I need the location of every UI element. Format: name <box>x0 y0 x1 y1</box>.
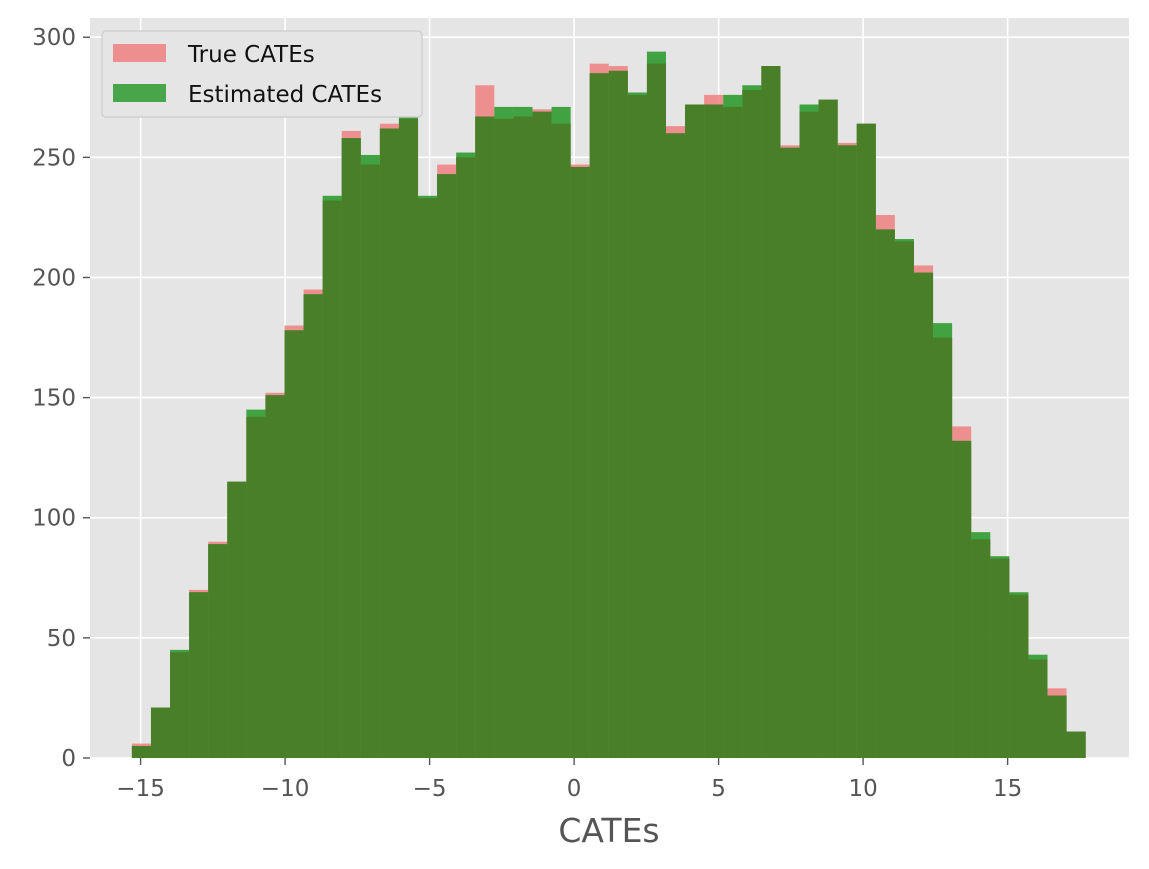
bar-overlap <box>627 94 647 758</box>
bar-overlap <box>418 198 438 758</box>
bar-overlap <box>608 70 628 759</box>
bar-overlap <box>1028 659 1048 758</box>
bar-overlap <box>704 104 724 758</box>
y-tick-label: 300 <box>32 25 76 51</box>
bar-overlap <box>799 111 819 759</box>
bar-overlap <box>322 200 342 758</box>
bar-overlap <box>837 145 857 759</box>
bar-overlap <box>1009 594 1029 758</box>
x-tick-label: −15 <box>116 776 165 802</box>
bar-overlap <box>456 157 476 758</box>
y-tick-label: 100 <box>32 506 76 532</box>
y-tick-label: 200 <box>32 265 76 291</box>
x-tick-label: 5 <box>711 776 726 802</box>
bar-overlap <box>475 116 495 759</box>
bar-overlap <box>208 544 228 758</box>
bar-overlap <box>341 138 361 758</box>
bar-overlap <box>284 330 304 758</box>
bar-overlap <box>131 745 151 758</box>
bar-overlap <box>971 539 991 758</box>
bar-overlap <box>952 440 972 758</box>
bar-overlap <box>189 592 209 758</box>
bar-overlap <box>933 337 953 758</box>
bar-overlap <box>723 106 743 758</box>
x-tick-label: −5 <box>413 776 447 802</box>
bar-overlap <box>913 272 934 758</box>
x-axis-label: CATEs <box>558 811 659 850</box>
bar-overlap <box>532 111 552 759</box>
bar-overlap <box>170 652 190 758</box>
legend-label-estimated-cates: Estimated CATEs <box>188 82 382 108</box>
bar-overlap <box>875 229 895 758</box>
bar-overlap <box>894 241 914 759</box>
bar-overlap <box>646 63 667 758</box>
bar-overlap <box>856 123 876 758</box>
bar-overlap <box>666 133 686 758</box>
x-tick-label: 0 <box>567 776 582 802</box>
legend-swatch-estimated-cates <box>113 84 166 102</box>
bar-overlap <box>379 128 399 759</box>
bar-overlap <box>742 90 762 758</box>
bar-overlap <box>1047 695 1067 758</box>
bar-overlap <box>303 294 323 758</box>
x-tick-label: 10 <box>848 776 877 802</box>
bar-overlap <box>685 104 705 758</box>
bar-overlap <box>360 164 380 758</box>
bar-overlap <box>589 73 609 758</box>
y-tick-label: 150 <box>32 386 76 412</box>
legend-label-true-cates: True CATEs <box>187 42 315 68</box>
y-tick-label: 250 <box>32 145 76 171</box>
bar-overlap <box>551 123 571 758</box>
bar-overlap <box>780 147 800 759</box>
legend: True CATEs Estimated CATEs <box>101 30 423 118</box>
bar-overlap <box>1066 731 1086 758</box>
bar-overlap <box>761 66 781 759</box>
legend-swatch-true-cates <box>113 44 166 62</box>
bar-overlap <box>570 166 590 758</box>
x-axis-ticks: −15 −10 −5 0 5 10 15 <box>116 758 1022 802</box>
bar-overlap <box>437 174 457 759</box>
overlap-bars <box>131 63 1086 759</box>
y-tick-label: 0 <box>61 746 76 772</box>
bar-overlap <box>494 118 514 759</box>
y-axis-ticks: 0 50 100 150 200 250 300 <box>32 25 90 772</box>
bar-overlap <box>398 118 419 759</box>
bar-overlap <box>265 395 285 758</box>
x-tick-label: 15 <box>993 776 1022 802</box>
y-tick-label: 50 <box>47 626 76 652</box>
bar-overlap <box>227 481 247 758</box>
bar-overlap <box>246 416 266 758</box>
x-tick-label: −10 <box>261 776 310 802</box>
bar-overlap <box>990 558 1010 758</box>
bar-overlap <box>818 99 838 759</box>
bar-overlap <box>513 116 533 759</box>
legend-box <box>101 30 423 118</box>
bar-overlap <box>150 707 171 758</box>
